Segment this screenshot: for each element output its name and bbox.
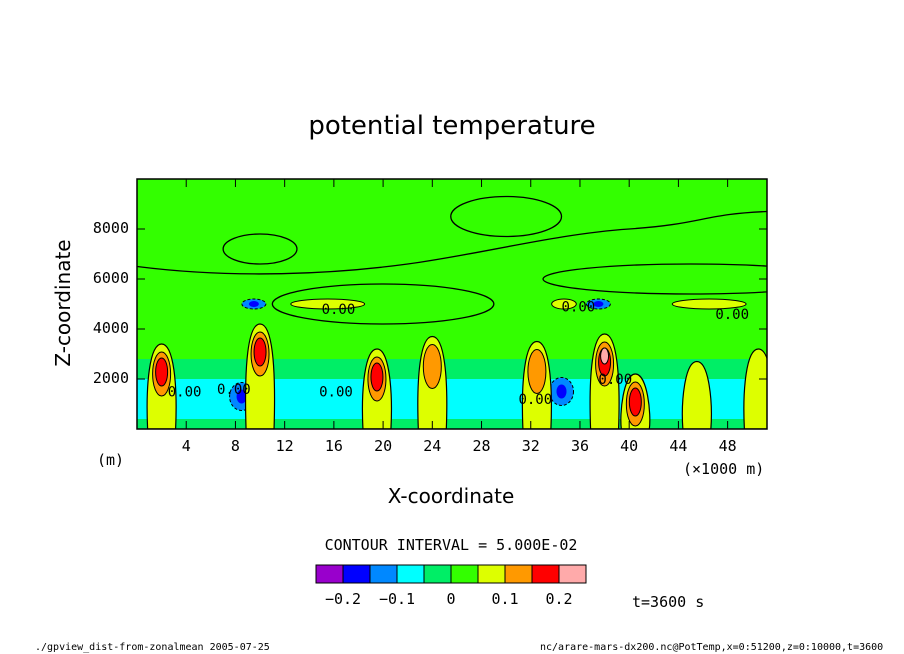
y-tick-label: 6000 <box>92 269 129 287</box>
colorbar-swatch <box>369 564 398 584</box>
warm-core <box>628 387 642 417</box>
contour-value-label: 0.00 <box>562 300 596 316</box>
contour-interval-label: CONTOUR INTERVAL = 5.000E-02 <box>324 536 578 554</box>
warm-core <box>155 357 169 387</box>
contour-value-label: 0.00 <box>319 385 353 401</box>
warm-plume <box>743 348 767 429</box>
colorbar-swatch <box>477 564 506 584</box>
colorbar-swatch <box>504 564 533 584</box>
contour-line <box>222 233 298 265</box>
contour-value-label: 0.00 <box>322 302 356 318</box>
colorbar-swatch <box>315 564 344 584</box>
x-tick-label: 4 <box>181 437 191 455</box>
contour-value-label: 0.00 <box>217 382 251 398</box>
x-tick-label: 24 <box>423 437 442 455</box>
colorbar-swatch <box>423 564 452 584</box>
x-tick-label: 48 <box>718 437 737 455</box>
colorbar-swatch <box>558 564 587 584</box>
colorbar-tick-label: −0.1 <box>378 590 416 608</box>
cool-core <box>556 384 567 399</box>
warm-core <box>370 362 384 392</box>
y-axis-unit: (m) <box>97 451 125 469</box>
contour-value-label: 0.00 <box>598 372 632 388</box>
colorbar-tick-label: 0.2 <box>545 590 573 608</box>
warm-lens <box>551 298 577 310</box>
y-tick-label: 8000 <box>92 219 129 237</box>
warm-lens <box>671 298 747 310</box>
contour-value-label: 0.00 <box>518 392 552 408</box>
x-tick-label: 8 <box>230 437 240 455</box>
field-group: 0.00 0.00 0.00 0.00 0.00 0.00 0.00 0.00 <box>137 179 767 429</box>
warm-core <box>253 337 267 367</box>
colorbar-tick-label: −0.2 <box>324 590 362 608</box>
colorbar-swatch <box>342 564 371 584</box>
x-tick-label: 32 <box>521 437 540 455</box>
y-tick-label: 4000 <box>92 319 129 337</box>
warm-core <box>600 347 610 365</box>
colorbar-tick-label: 0 <box>446 590 456 608</box>
colorbar-swatch <box>396 564 425 584</box>
contour-line <box>450 195 563 238</box>
footer-right: nc/arare-mars-dx200.nc@PotTemp,x=0:51200… <box>540 642 884 653</box>
colorbar-swatch <box>450 564 479 584</box>
cool-core <box>593 301 604 307</box>
cool-core <box>248 301 259 307</box>
footer-left: ./gpview_dist-from-zonalmean 2005-07-25 <box>35 642 270 653</box>
colorbar-tick-label: 0.1 <box>491 590 519 608</box>
x-tick-label: 20 <box>374 437 393 455</box>
plot-frame <box>136 178 768 430</box>
x-tick-label: 36 <box>570 437 589 455</box>
contour-line <box>542 263 767 295</box>
time-label: t=3600 s <box>632 593 705 611</box>
y-tick-label: 2000 <box>92 369 129 387</box>
contour-value-label: 0.00 <box>715 307 749 323</box>
x-tick-label: 16 <box>324 437 343 455</box>
contour-line <box>137 210 767 275</box>
warm-core <box>527 349 547 394</box>
warm-core <box>422 344 442 389</box>
x-tick-label: 40 <box>620 437 639 455</box>
cool-core <box>236 389 247 404</box>
x-axis-label: X-coordinate <box>387 484 515 508</box>
contour-value-label: 0.00 <box>168 385 202 401</box>
warm-plume <box>681 360 712 429</box>
colorbar-swatch <box>531 564 560 584</box>
x-axis-unit: (×1000 m) <box>683 460 765 478</box>
chart-title: potential temperature <box>308 111 596 141</box>
contour-line <box>271 283 495 325</box>
warm-lens <box>290 298 366 310</box>
x-tick-label: 28 <box>472 437 491 455</box>
x-tick-label: 44 <box>669 437 688 455</box>
x-tick-label: 12 <box>275 437 294 455</box>
